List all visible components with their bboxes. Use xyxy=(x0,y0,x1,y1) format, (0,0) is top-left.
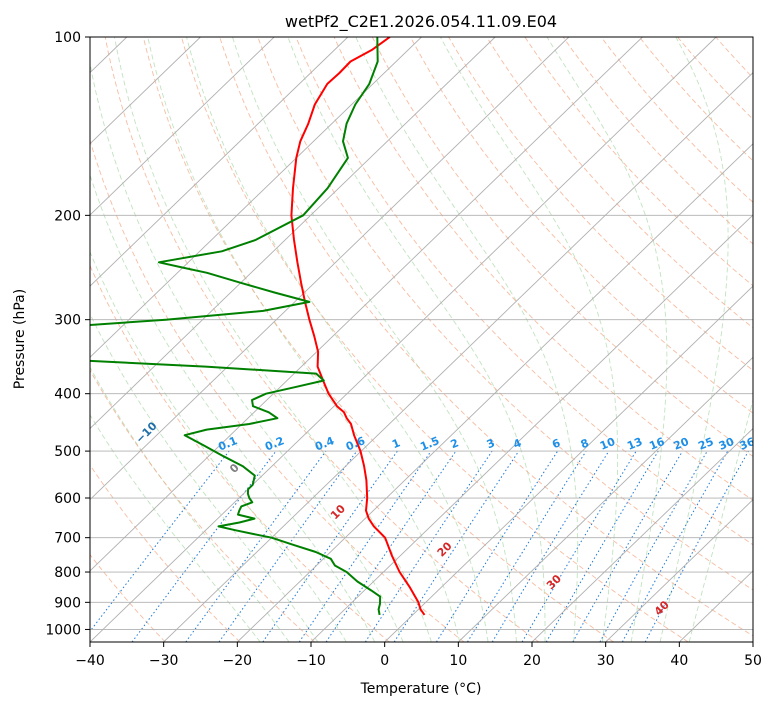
x-tick-label: 50 xyxy=(744,653,762,669)
y-tick-label: 300 xyxy=(54,313,81,329)
y-tick-label: 1000 xyxy=(45,622,81,638)
x-tick-label: −10 xyxy=(296,653,326,669)
y-tick-label: 400 xyxy=(54,387,81,403)
chart-title: wetPf2_C2E1.2026.054.11.09.E04 xyxy=(285,12,557,32)
x-tick-label: −40 xyxy=(75,653,105,669)
x-tick-label: 20 xyxy=(523,653,541,669)
x-axis-title: Temperature (°C) xyxy=(360,681,482,697)
x-tick-label: 0 xyxy=(380,653,389,669)
y-tick-label: 800 xyxy=(54,565,81,581)
y-tick-label: 900 xyxy=(54,595,81,611)
x-tick-label: −20 xyxy=(223,653,253,669)
x-tick-label: −30 xyxy=(149,653,179,669)
y-tick-label: 700 xyxy=(54,531,81,547)
x-tick-label: 30 xyxy=(597,653,615,669)
x-tick-label: 10 xyxy=(449,653,467,669)
x-tick-label: 40 xyxy=(670,653,688,669)
y-tick-label: 500 xyxy=(54,444,81,460)
y-axis-title: Pressure (hPa) xyxy=(12,289,28,389)
y-tick-label: 600 xyxy=(54,491,81,507)
y-tick-label: 200 xyxy=(54,208,81,224)
y-tick-label: 100 xyxy=(54,30,81,46)
